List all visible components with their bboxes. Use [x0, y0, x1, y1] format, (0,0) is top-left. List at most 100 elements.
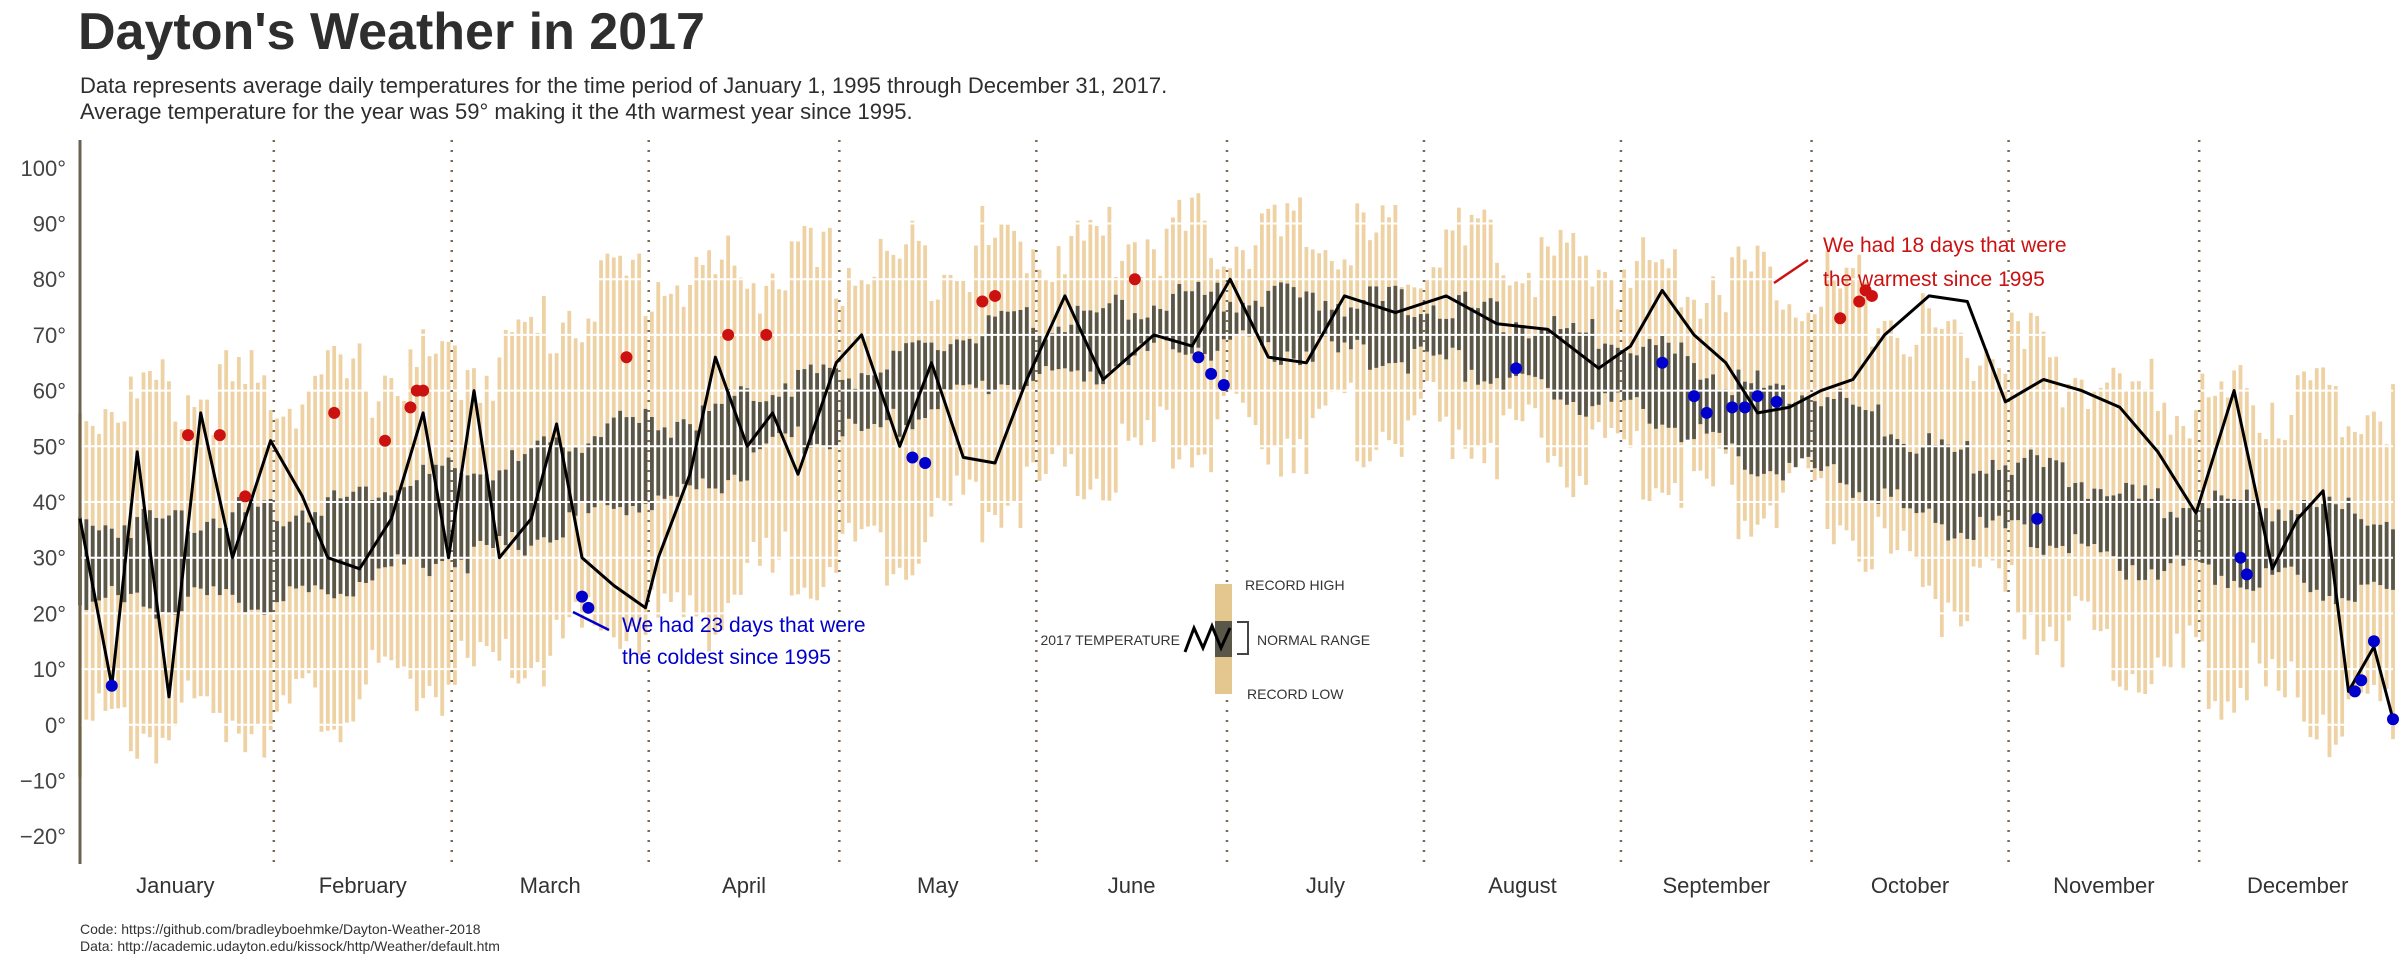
- normal-bar: [726, 388, 731, 481]
- normal-bar: [929, 342, 934, 410]
- normal-bar: [1291, 287, 1296, 359]
- normal-bar: [1552, 316, 1557, 400]
- y-axis-ticks: −20° −10° 0° 10° 20° 30° 40° 50° 60° 70° 80° 90° 100…: [20, 156, 66, 849]
- normal-bar: [580, 452, 584, 502]
- y-tick-label: −10°: [20, 768, 66, 793]
- normal-bar: [344, 496, 349, 597]
- warm-record-point: [760, 328, 773, 341]
- warm-record-point: [976, 295, 989, 308]
- normal-bar: [116, 537, 121, 596]
- y-tick-label: 0°: [45, 713, 66, 738]
- normal-bar: [1545, 330, 1550, 388]
- record-bar: [1139, 277, 1144, 447]
- normal-bar: [1329, 309, 1334, 342]
- normal-bar: [211, 518, 216, 587]
- normal-bar: [173, 510, 178, 615]
- normal-bar: [1190, 291, 1194, 354]
- normal-bar: [2181, 508, 2186, 566]
- normal-bar: [97, 530, 101, 601]
- normal-bar: [243, 512, 248, 613]
- normal-bar: [1094, 312, 1099, 385]
- normal-bar: [974, 343, 978, 388]
- record-bar: [1812, 314, 1817, 481]
- normal-bar: [1653, 345, 1658, 429]
- y-tick-label: 60°: [33, 379, 66, 404]
- normal-bar: [1228, 301, 1233, 340]
- y-tick-label: −20°: [20, 824, 66, 849]
- normal-bar: [669, 437, 673, 496]
- normal-bar: [872, 375, 877, 424]
- y-tick-label: 20°: [33, 601, 66, 626]
- temperature-line-2017: [78, 277, 2395, 720]
- y-tick-label: 70°: [33, 323, 66, 348]
- cold-record-point: [1688, 390, 1701, 403]
- normal-bar: [357, 486, 362, 582]
- normal-bar: [1431, 305, 1436, 356]
- normal-bar: [1660, 335, 1665, 425]
- chart-subtitle-line1: Data represents average daily temperatur…: [80, 73, 1168, 98]
- normal-bar: [1666, 342, 1671, 428]
- normal-bar: [815, 373, 820, 444]
- record-bar: [1787, 304, 1792, 474]
- cold-record-point: [1192, 351, 1205, 364]
- warm-record-point: [1128, 273, 1141, 286]
- warm-record-point: [213, 429, 226, 442]
- normal-bar: [1113, 294, 1118, 367]
- record-bar: [1901, 354, 1906, 531]
- normal-bar: [1927, 433, 1932, 509]
- normal-bar: [497, 470, 502, 537]
- normal-bar: [1393, 285, 1398, 363]
- month-label: July: [1306, 873, 1345, 898]
- normal-bar: [2168, 511, 2173, 564]
- normal-bar: [1711, 374, 1715, 432]
- normal-bar: [554, 437, 559, 540]
- normal-bar: [821, 364, 826, 447]
- normal-bar: [694, 430, 699, 490]
- normal-bar: [573, 447, 578, 516]
- normal-bar: [986, 315, 991, 395]
- normal-bar: [2333, 504, 2338, 605]
- normal-bar: [433, 464, 438, 564]
- footer-code-credit: Code: https://github.com/bradleyboehmke/…: [80, 921, 481, 937]
- normal-range-bars: [78, 281, 2395, 619]
- normal-bar: [389, 495, 394, 567]
- normal-bar: [599, 437, 603, 501]
- normal-bar: [135, 517, 140, 593]
- normal-bar: [2251, 500, 2256, 591]
- normal-bar: [910, 342, 915, 430]
- normal-bar: [1571, 322, 1576, 402]
- normal-bar: [1425, 313, 1430, 352]
- month-label: November: [2053, 873, 2154, 898]
- normal-bar: [1889, 434, 1893, 497]
- record-bar: [1920, 293, 1925, 588]
- normal-bar: [1787, 403, 1792, 463]
- normal-bar: [891, 350, 896, 409]
- normal-bar: [1863, 410, 1868, 503]
- y-tick-label: 100°: [20, 156, 66, 181]
- cold-record-point: [2031, 512, 2044, 525]
- normal-bar: [1965, 441, 1970, 539]
- record-bar: [1882, 320, 1887, 529]
- normal-bar: [1679, 342, 1684, 443]
- normal-bar: [179, 510, 184, 612]
- record-range-bars: [78, 193, 2395, 778]
- normal-bar: [2194, 514, 2198, 561]
- normal-bar: [592, 436, 597, 508]
- warm-record-points: [182, 273, 1878, 503]
- normal-bar: [1158, 309, 1163, 338]
- warm-annotation-line1: We had 18 days that were: [1823, 234, 2067, 257]
- normal-bar: [1736, 369, 1741, 457]
- month-label: August: [1488, 873, 1557, 898]
- normal-bar: [522, 454, 527, 556]
- normal-bar: [1361, 300, 1366, 345]
- normal-bar: [1844, 397, 1849, 485]
- normal-bar: [1800, 395, 1804, 459]
- normal-bar: [1488, 298, 1493, 384]
- warm-record-point: [722, 328, 735, 341]
- normal-bar: [1704, 378, 1709, 434]
- cold-record-point: [1205, 367, 1218, 380]
- normal-bar: [465, 475, 470, 574]
- normal-bar: [1507, 335, 1512, 378]
- normal-bar: [1406, 315, 1410, 374]
- normal-bar: [2067, 487, 2071, 554]
